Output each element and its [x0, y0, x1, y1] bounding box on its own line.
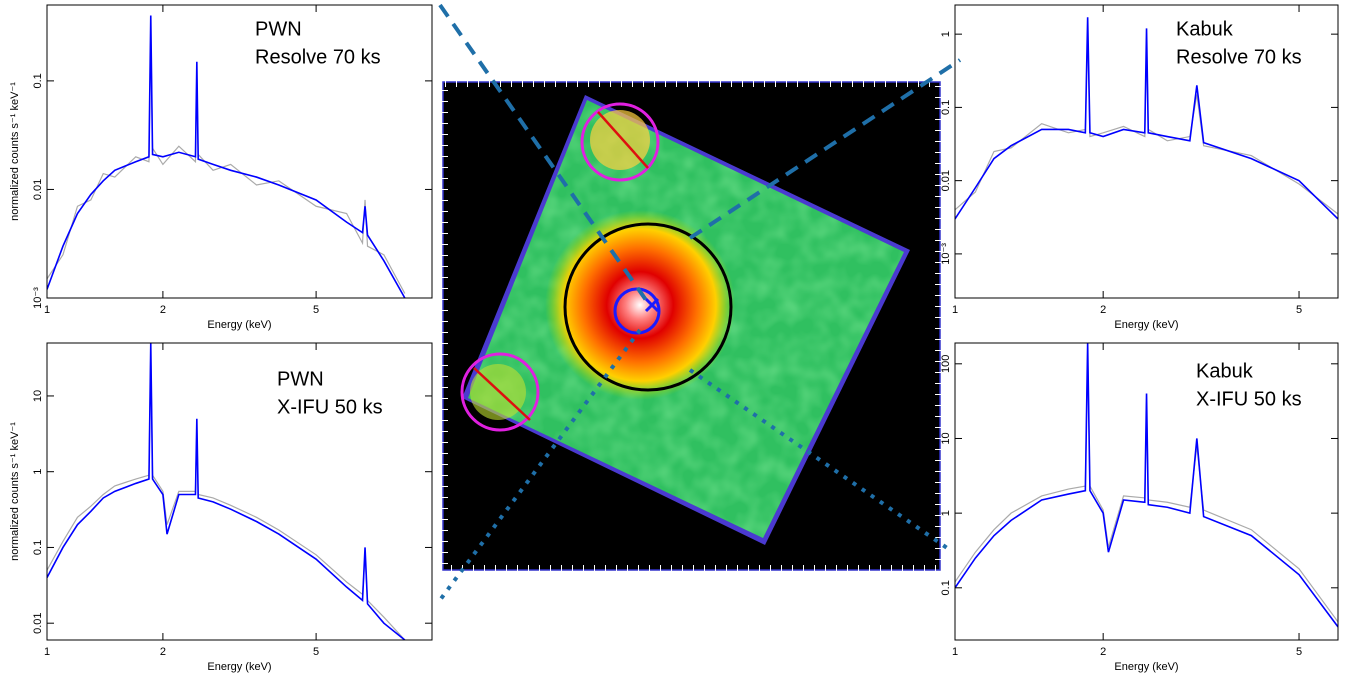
x-axis-label: Energy (keV)	[1114, 319, 1178, 331]
y-tick-label: 0.1	[940, 100, 952, 115]
spectrum-line	[955, 17, 1338, 220]
y-axis-label: normalized counts s⁻¹ keV⁻¹	[9, 422, 21, 561]
axes-frame	[954, 342, 1339, 641]
spectrum-panel: 1 2 5 10⁻³ 0.01 0.1 1 Energy (keV) Kabuk Resolve …	[940, 4, 1339, 331]
y-tick-label: 0.01	[32, 612, 44, 633]
x-axis-label: Energy (keV)	[1114, 661, 1178, 673]
x-tick-label: 2	[1100, 646, 1106, 658]
spectrum-panel: 1 2 5 10⁻³ 0.01 0.1 Energy (keV) normalized cou…	[9, 4, 433, 331]
annotation: PWN	[277, 368, 324, 390]
annotation: Resolve 70 ks	[255, 46, 381, 68]
connector-lines	[438, 3, 962, 602]
y-axis-label: normalized counts s⁻¹ keV⁻¹	[9, 82, 21, 221]
x-axis-label: Energy (keV)	[207, 661, 271, 673]
spectrum-line	[47, 350, 406, 640]
spectrum-line	[955, 343, 1338, 628]
annotation: Resolve 70 ks	[1176, 46, 1302, 68]
annotation: X-IFU 50 ks	[1196, 388, 1302, 410]
sky-image	[442, 81, 941, 571]
x-tick-label: 1	[952, 646, 958, 658]
y-tick-label: 10⁻³	[32, 287, 44, 309]
x-tick-label: 5	[313, 304, 319, 316]
x-tick-label: 1	[44, 646, 50, 658]
x-tick-label: 5	[313, 646, 319, 658]
y-tick-label: 10⁻³	[940, 243, 952, 265]
axes-frame	[954, 4, 1339, 299]
axes-frame	[46, 4, 433, 299]
y-tick-label: 0.01	[32, 179, 44, 200]
y-tick-label: 0.01	[940, 170, 952, 191]
spectrum-line	[47, 29, 406, 294]
y-tick-label: 0.1	[32, 73, 44, 88]
y-tick-label: 1	[940, 31, 952, 37]
spectrum-panel: 1 2 5 0.1 1 10 100 Energy (keV) Kabuk X-IFU 50 ks	[940, 342, 1339, 673]
annotation: PWN	[255, 18, 302, 40]
y-tick-label: 1	[940, 510, 952, 516]
annotation: Kabuk	[1196, 360, 1254, 382]
spectrum-line	[47, 343, 406, 640]
axes-frame	[46, 342, 433, 641]
x-tick-label: 5	[1296, 304, 1302, 316]
y-tick-label: 0.1	[32, 540, 44, 555]
y-tick-label: 10	[940, 432, 952, 444]
spectrum-panel: 1 2 5 0.01 0.1 1 10 Energy (keV) normalized coun…	[9, 342, 433, 673]
y-tick-label: 100	[940, 355, 952, 373]
annotation: Kabuk	[1176, 18, 1234, 40]
x-tick-label: 2	[160, 646, 166, 658]
x-tick-label: 5	[1296, 646, 1302, 658]
x-tick-label: 2	[1100, 304, 1106, 316]
y-tick-label: 1	[32, 469, 44, 475]
spectrum-line	[47, 15, 406, 298]
x-tick-label: 1	[952, 304, 958, 316]
annotation: X-IFU 50 ks	[277, 396, 383, 418]
x-tick-label: 2	[160, 304, 166, 316]
x-tick-label: 1	[44, 304, 50, 316]
y-tick-label: 0.1	[940, 580, 952, 595]
y-tick-label: 10	[32, 390, 44, 402]
x-axis-label: Energy (keV)	[207, 319, 271, 331]
